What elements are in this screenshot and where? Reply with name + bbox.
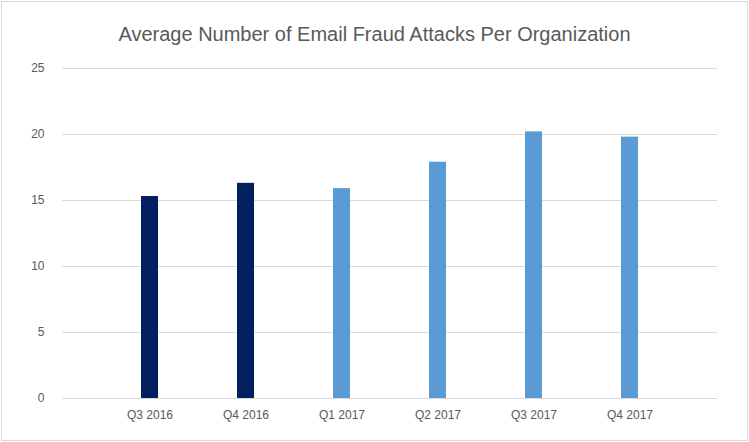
svg-text:20: 20 — [31, 127, 45, 141]
svg-text:Q2 2017: Q2 2017 — [415, 408, 461, 422]
svg-text:5: 5 — [38, 325, 45, 339]
svg-text:Q3 2016: Q3 2016 — [127, 408, 173, 422]
svg-text:Q1 2017: Q1 2017 — [319, 408, 365, 422]
svg-text:0: 0 — [38, 391, 45, 405]
svg-text:Q3 2017: Q3 2017 — [511, 408, 557, 422]
svg-text:Q4 2017: Q4 2017 — [607, 408, 653, 422]
svg-text:15: 15 — [31, 193, 45, 207]
svg-text:Q4 2016: Q4 2016 — [223, 408, 269, 422]
html-text:Average Number of Email Fraud: Average Number of Email Fraud Attacks Pe… — [118, 23, 631, 45]
svg-text:10: 10 — [31, 259, 45, 273]
svg-text:25: 25 — [31, 61, 45, 75]
